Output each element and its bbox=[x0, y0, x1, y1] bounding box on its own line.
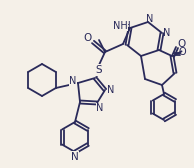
Text: N: N bbox=[69, 76, 77, 86]
Text: N: N bbox=[146, 14, 154, 24]
Text: S: S bbox=[96, 65, 102, 75]
Text: O: O bbox=[177, 39, 185, 49]
Text: N: N bbox=[107, 85, 115, 95]
Text: O: O bbox=[178, 47, 186, 57]
Text: N: N bbox=[96, 103, 104, 113]
Text: NH: NH bbox=[116, 21, 130, 31]
Text: O: O bbox=[83, 33, 91, 43]
Text: N: N bbox=[163, 28, 171, 38]
Text: N: N bbox=[71, 152, 79, 162]
Text: NH: NH bbox=[113, 21, 127, 31]
